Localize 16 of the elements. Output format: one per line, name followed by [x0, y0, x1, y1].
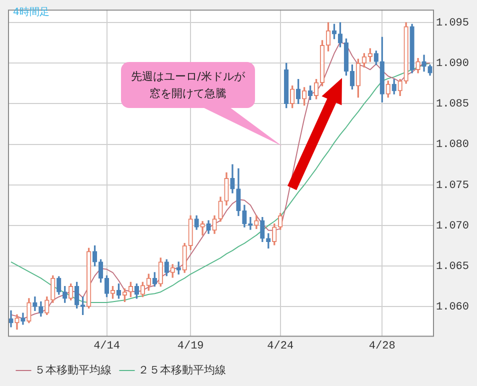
y-tick-label: 1.095: [436, 17, 470, 30]
x-tick-label: 4/28: [368, 340, 396, 352]
y-tick-label: 1.085: [436, 98, 470, 111]
y-tick-label: 1.075: [436, 180, 470, 192]
y-tick-label: 1.090: [436, 58, 470, 70]
x-tick-label: 4/19: [177, 340, 204, 352]
y-tick-label: 1.065: [436, 260, 470, 273]
legend-label: ５本移動平均線: [34, 363, 112, 376]
chart-title: 4時間足: [13, 6, 50, 19]
x-tick-label: 4/14: [94, 340, 120, 352]
legend-label: ２５本移動平均線: [138, 363, 226, 376]
x-tick-label: 4/24: [267, 340, 294, 352]
annotation: 先週はユーロ/米ドルが窓を開けて急騰: [130, 69, 246, 102]
y-tick-label: 1.070: [436, 220, 470, 232]
y-tick-label: 1.080: [436, 139, 470, 152]
y-tick-label: 1.060: [436, 301, 470, 314]
